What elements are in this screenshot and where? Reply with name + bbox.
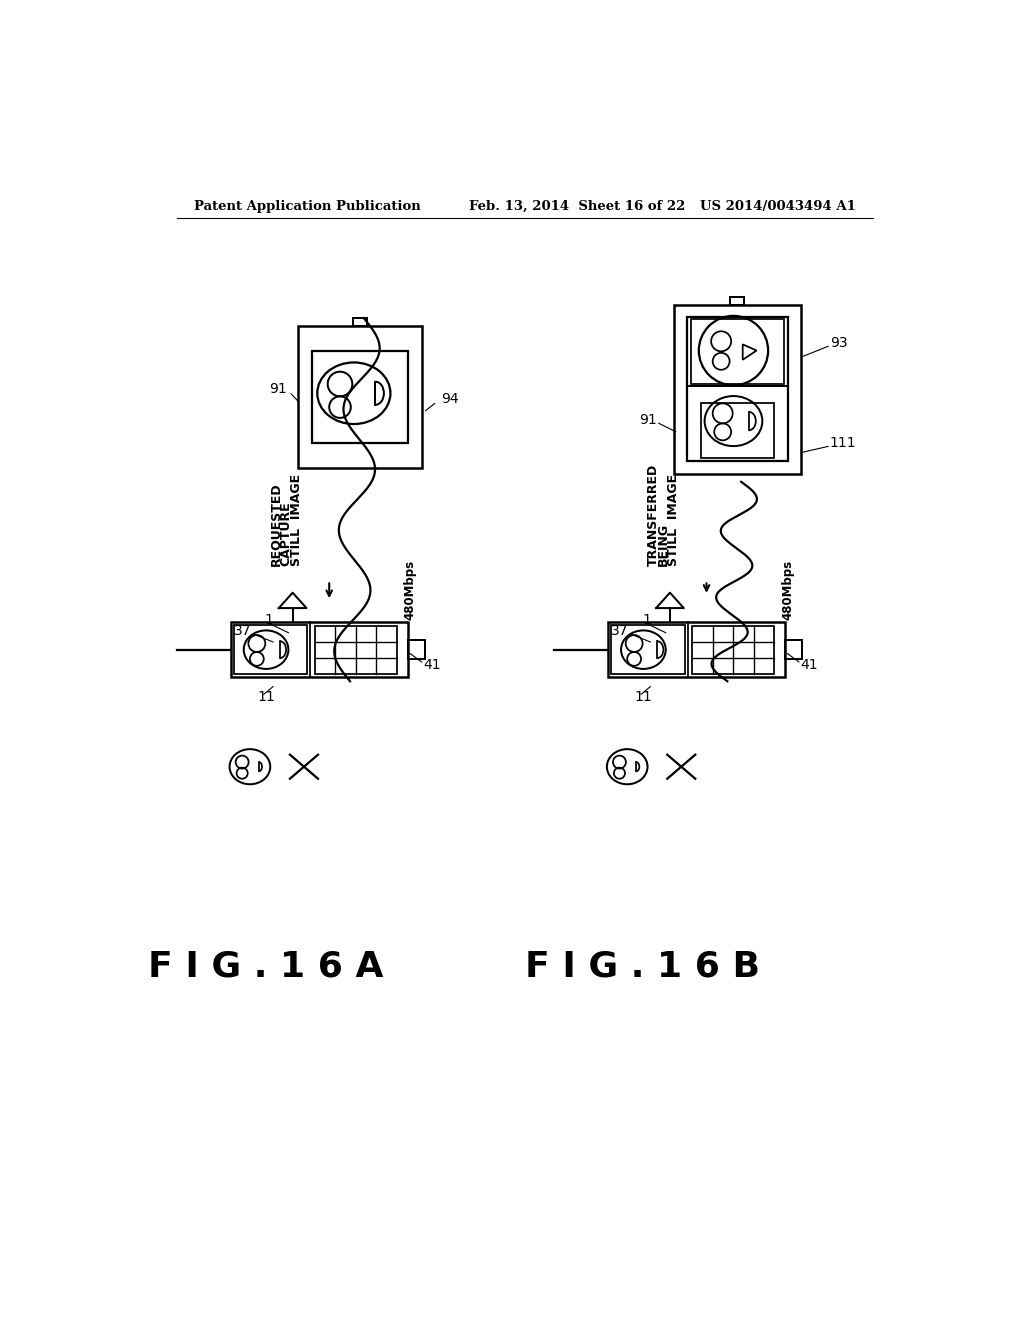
Text: TRANSFERRED: TRANSFERRED [647, 465, 659, 566]
Bar [611, 626, 685, 675]
Bar [700, 403, 774, 458]
Bar [315, 626, 397, 673]
Text: 11: 11 [258, 690, 275, 705]
Bar [690, 318, 784, 384]
Bar [233, 626, 307, 675]
Bar [692, 626, 774, 673]
Text: 91: 91 [269, 383, 287, 396]
Bar [353, 318, 367, 326]
Text: 91: 91 [639, 413, 656, 428]
Text: 37: 37 [233, 624, 252, 638]
Text: US 2014/0043494 A1: US 2014/0043494 A1 [700, 199, 856, 213]
Bar [686, 317, 788, 462]
Text: 480Mbps: 480Mbps [781, 560, 795, 619]
Text: 37: 37 [611, 624, 629, 638]
Bar [674, 305, 801, 474]
Text: REQUESTED: REQUESTED [269, 483, 283, 566]
Text: F I G . 1 6 A: F I G . 1 6 A [147, 950, 383, 983]
Text: Feb. 13, 2014  Sheet 16 of 22: Feb. 13, 2014 Sheet 16 of 22 [469, 199, 686, 213]
Bar [785, 640, 802, 659]
Text: 93: 93 [829, 337, 847, 350]
Text: F I G . 1 6 B: F I G . 1 6 B [525, 950, 760, 983]
Text: Patent Application Publication: Patent Application Publication [194, 199, 421, 213]
Bar [298, 326, 422, 469]
Text: 94: 94 [441, 392, 459, 407]
Text: 1: 1 [265, 614, 273, 627]
Text: 111: 111 [829, 437, 856, 450]
Bar [312, 351, 409, 444]
Bar [230, 622, 408, 677]
Text: 1: 1 [642, 614, 651, 627]
Text: STILL  IMAGE: STILL IMAGE [667, 474, 680, 566]
Text: 480Mbps: 480Mbps [403, 560, 417, 619]
Text: CAPTURE: CAPTURE [280, 502, 293, 566]
Text: 41: 41 [423, 659, 440, 672]
Text: BEING: BEING [657, 523, 670, 566]
Text: 41: 41 [801, 659, 818, 672]
Bar [408, 640, 425, 659]
Bar [608, 622, 785, 677]
Text: 11: 11 [635, 690, 652, 705]
Bar [730, 297, 744, 305]
Text: STILL  IMAGE: STILL IMAGE [290, 474, 303, 566]
